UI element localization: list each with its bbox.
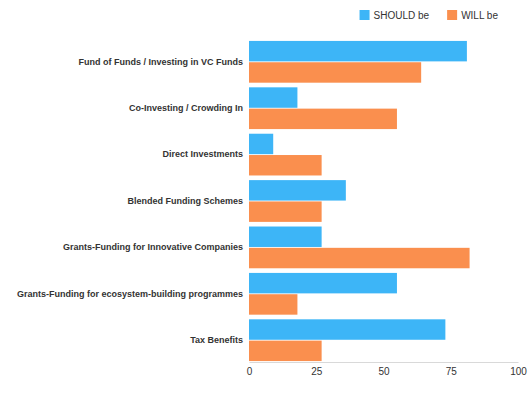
tick-label: 100 <box>510 366 527 377</box>
chart: 0 25 50 75 100 Fund of Funds / Investing in V… <box>0 0 531 398</box>
legend-label: SHOULD be <box>374 10 430 21</box>
legend: SHOULD be WILL be <box>360 10 499 21</box>
legend-item: SHOULD be <box>360 10 430 21</box>
bar <box>249 62 421 82</box>
y-axis: Fund of Funds / Investing in VC Funds Co-… <box>17 41 250 363</box>
tick: 25 <box>311 362 323 377</box>
tick-label: 25 <box>311 366 323 377</box>
axis-line <box>249 41 250 363</box>
tick: Grants-Funding for ecosystem-building pr… <box>17 289 249 299</box>
tick: Fund of Funds / Investing in VC Funds <box>79 57 250 67</box>
bar <box>249 227 322 247</box>
bar <box>249 341 322 361</box>
bar <box>249 201 322 221</box>
legend-label: WILL be <box>461 10 498 21</box>
tick-label: 0 <box>247 366 253 377</box>
tick: Blended Funding Schemes <box>127 196 249 206</box>
plot: 0 25 50 75 100 Fund of Funds / Investing in V… <box>17 41 527 378</box>
category-label: Grants-Funding for ecosystem-building pr… <box>17 289 243 299</box>
legend-swatch <box>447 10 457 20</box>
category-label: Direct Investments <box>162 149 243 159</box>
bar <box>249 41 467 61</box>
tick: Co-Investing / Crowding In <box>129 103 249 113</box>
bar <box>249 248 470 268</box>
category-label: Blended Funding Schemes <box>127 196 243 206</box>
legend-item: WILL be <box>447 10 498 21</box>
legend-swatch <box>360 10 370 20</box>
bar <box>249 134 273 154</box>
axis-line <box>250 362 519 363</box>
bars <box>249 41 470 361</box>
category-label: Co-Investing / Crowding In <box>129 103 243 113</box>
bar <box>249 109 397 129</box>
tick-label: 50 <box>378 366 390 377</box>
bar <box>249 155 322 175</box>
tick: 50 <box>378 362 390 377</box>
bar <box>249 87 297 107</box>
category-label: Tax Benefits <box>190 335 243 345</box>
category-label: Grants-Funding for Innovative Companies <box>63 242 243 252</box>
tick: 0 <box>247 362 253 377</box>
tick: 75 <box>446 362 458 377</box>
bar <box>249 294 297 314</box>
tick: 100 <box>510 362 527 377</box>
bar <box>249 180 346 200</box>
bar <box>249 319 445 339</box>
series <box>249 62 470 361</box>
tick-label: 75 <box>446 366 458 377</box>
category-label: Fund of Funds / Investing in VC Funds <box>79 57 244 67</box>
x-axis: 0 25 50 75 100 <box>247 362 528 377</box>
series <box>249 41 467 340</box>
bar <box>249 273 397 293</box>
tick: Tax Benefits <box>190 335 249 345</box>
tick: Grants-Funding for Innovative Companies <box>63 242 249 252</box>
tick: Direct Investments <box>162 149 249 159</box>
